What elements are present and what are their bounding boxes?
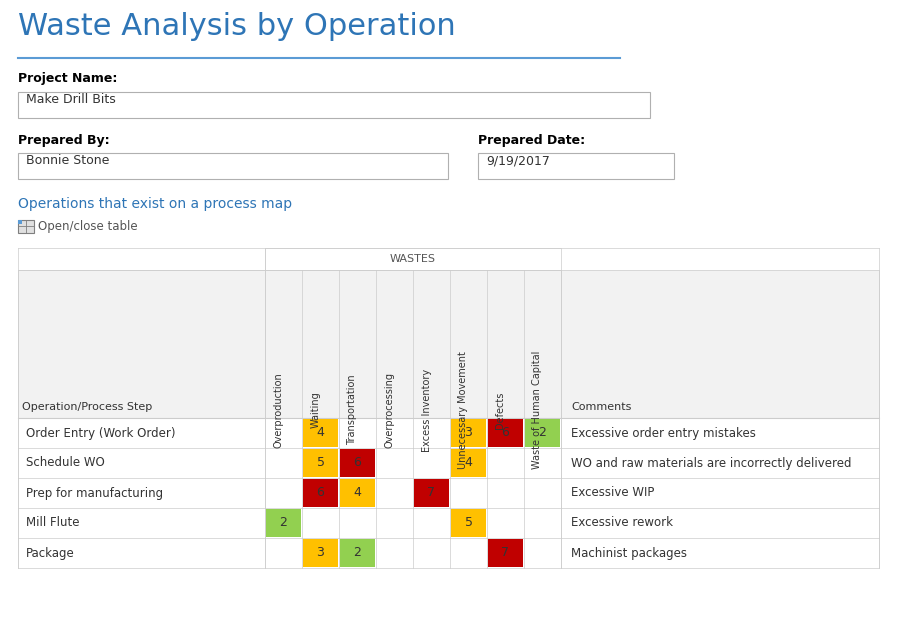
Text: 6: 6 bbox=[317, 487, 325, 500]
Text: 4: 4 bbox=[465, 457, 473, 470]
Text: Operations that exist on a process map: Operations that exist on a process map bbox=[18, 197, 292, 211]
Bar bbox=[451, 419, 486, 447]
Text: Excessive WIP: Excessive WIP bbox=[571, 487, 655, 500]
Text: Bonnie Stone: Bonnie Stone bbox=[26, 154, 109, 167]
Text: Project Name:: Project Name: bbox=[18, 72, 118, 85]
Text: Waste Analysis by Operation: Waste Analysis by Operation bbox=[18, 12, 456, 41]
Bar bbox=[478, 153, 674, 179]
Text: Overprocessing: Overprocessing bbox=[385, 372, 395, 448]
Text: 3: 3 bbox=[465, 427, 473, 439]
Text: Excessive order entry mistakes: Excessive order entry mistakes bbox=[571, 427, 756, 439]
Bar bbox=[340, 449, 375, 477]
Text: Excess Inventory: Excess Inventory bbox=[422, 368, 431, 452]
Text: Transportation: Transportation bbox=[347, 374, 358, 445]
Text: Prepared By:: Prepared By: bbox=[18, 134, 109, 147]
Text: Schedule WO: Schedule WO bbox=[26, 457, 105, 470]
Text: 5: 5 bbox=[317, 457, 325, 470]
Text: Machinist packages: Machinist packages bbox=[571, 546, 687, 559]
Bar bbox=[18, 538, 879, 568]
Text: Prepared Date:: Prepared Date: bbox=[478, 134, 585, 147]
Bar bbox=[451, 449, 486, 477]
Bar bbox=[414, 479, 449, 507]
Text: 2: 2 bbox=[280, 516, 287, 530]
Text: Waiting: Waiting bbox=[310, 392, 320, 429]
Bar bbox=[340, 539, 375, 567]
Text: 7: 7 bbox=[501, 546, 509, 559]
Text: 4: 4 bbox=[317, 427, 325, 439]
Text: 6: 6 bbox=[353, 457, 361, 470]
Text: Waste of Human Capital: Waste of Human Capital bbox=[533, 351, 543, 469]
Text: 3: 3 bbox=[317, 546, 325, 559]
Text: Overproduction: Overproduction bbox=[274, 372, 283, 448]
Bar bbox=[18, 448, 879, 478]
Bar bbox=[488, 419, 523, 447]
Bar bbox=[265, 248, 561, 270]
Text: Mill Flute: Mill Flute bbox=[26, 516, 80, 530]
Bar bbox=[18, 418, 879, 448]
Text: Make Drill Bits: Make Drill Bits bbox=[26, 93, 116, 106]
Text: Package: Package bbox=[26, 546, 74, 559]
Text: 5: 5 bbox=[465, 516, 473, 530]
Text: 6: 6 bbox=[501, 427, 509, 439]
Bar bbox=[18, 220, 34, 233]
Text: WASTES: WASTES bbox=[390, 254, 436, 264]
Bar bbox=[303, 539, 338, 567]
Bar bbox=[451, 509, 486, 537]
Bar bbox=[303, 479, 338, 507]
Bar bbox=[561, 270, 879, 418]
Text: Defects: Defects bbox=[495, 391, 506, 429]
Bar bbox=[340, 479, 375, 507]
Text: Operation/Process Step: Operation/Process Step bbox=[22, 402, 152, 412]
Text: 4: 4 bbox=[353, 487, 361, 500]
Bar bbox=[18, 478, 879, 508]
Bar bbox=[488, 539, 523, 567]
Bar bbox=[18, 508, 879, 538]
Bar bbox=[18, 270, 879, 418]
Text: 2: 2 bbox=[353, 546, 361, 559]
Bar bbox=[18, 220, 22, 224]
Text: Unnecessary Movement: Unnecessary Movement bbox=[458, 351, 468, 469]
Text: 2: 2 bbox=[538, 427, 546, 439]
Text: Prep for manufacturing: Prep for manufacturing bbox=[26, 487, 163, 500]
Text: Order Entry (Work Order): Order Entry (Work Order) bbox=[26, 427, 176, 439]
Bar bbox=[525, 419, 560, 447]
Bar bbox=[18, 92, 650, 118]
Text: 9/19/2017: 9/19/2017 bbox=[486, 154, 550, 167]
Bar bbox=[18, 153, 448, 179]
Bar bbox=[303, 449, 338, 477]
Bar bbox=[266, 509, 301, 537]
Text: 7: 7 bbox=[428, 487, 436, 500]
Text: Open/close table: Open/close table bbox=[38, 220, 137, 233]
Text: Comments: Comments bbox=[571, 402, 631, 412]
Text: WO and raw materials are incorrectly delivered: WO and raw materials are incorrectly del… bbox=[571, 457, 851, 470]
Bar bbox=[303, 419, 338, 447]
Text: Excessive rework: Excessive rework bbox=[571, 516, 673, 530]
